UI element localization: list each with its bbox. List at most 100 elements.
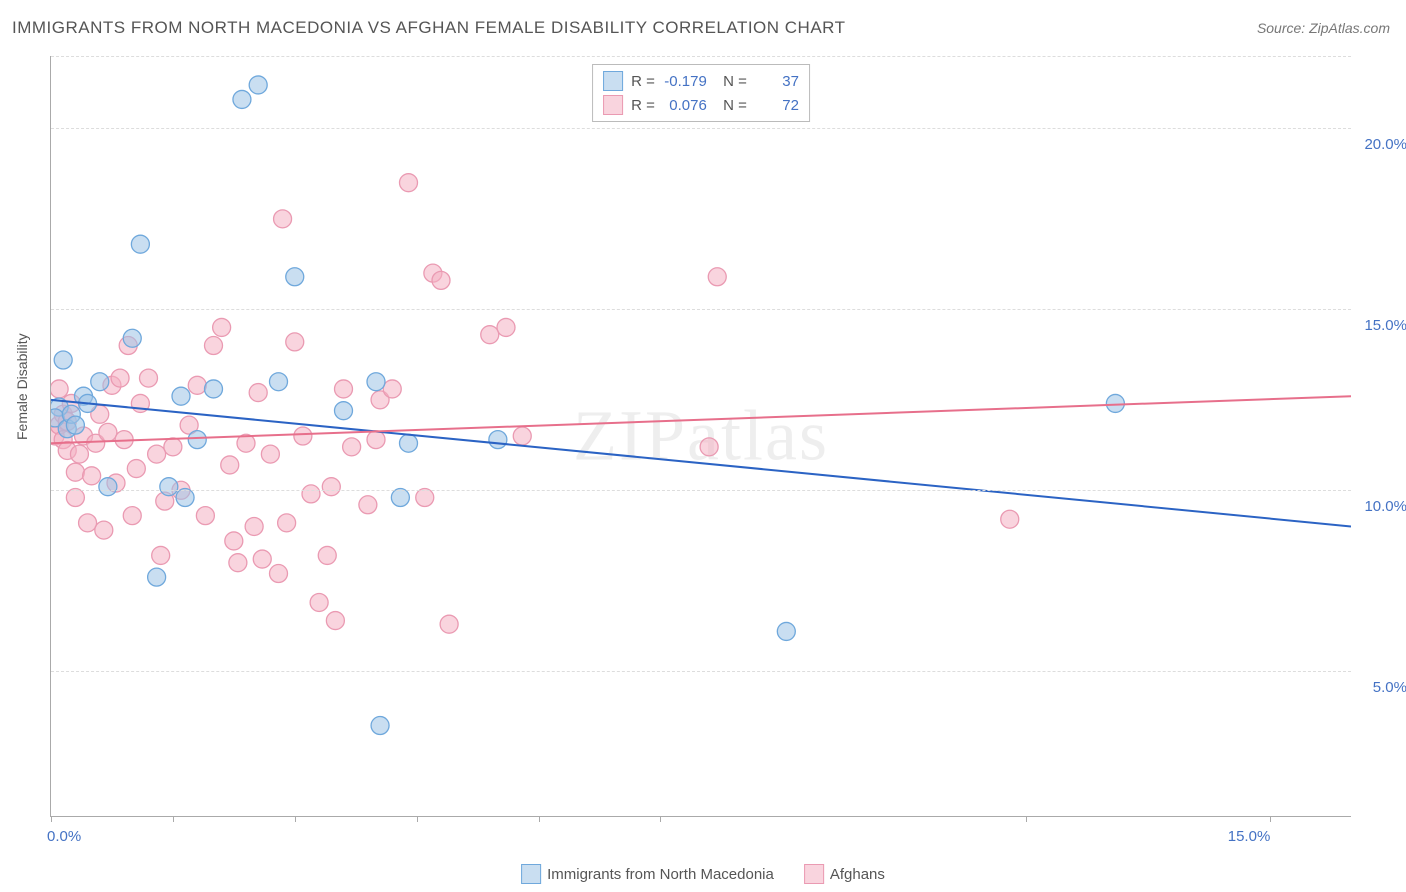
data-point: [164, 438, 182, 456]
data-point: [123, 507, 141, 525]
data-point: [115, 431, 133, 449]
data-point: [1106, 394, 1124, 412]
data-point: [54, 405, 72, 423]
legend-bottom-swatch-0: [521, 864, 541, 884]
data-point: [172, 387, 190, 405]
data-point: [286, 333, 304, 351]
data-point: [261, 445, 279, 463]
data-point: [127, 460, 145, 478]
data-point: [302, 485, 320, 503]
data-point: [54, 351, 72, 369]
x-tick-label: 15.0%: [1228, 828, 1271, 845]
data-point: [131, 394, 149, 412]
data-point: [51, 398, 68, 416]
data-point: [253, 550, 271, 568]
y-tick-label: 5.0%: [1373, 679, 1406, 696]
data-point: [140, 369, 158, 387]
data-point: [367, 431, 385, 449]
y-tick-label: 10.0%: [1364, 498, 1406, 515]
y-tick-label: 20.0%: [1364, 136, 1406, 153]
data-point: [95, 521, 113, 539]
legend-row-series-1: R = 0.076 N = 72: [603, 93, 799, 117]
data-point: [424, 264, 442, 282]
data-point: [83, 467, 101, 485]
data-point: [225, 532, 243, 550]
legend-r-label: R =: [631, 73, 655, 90]
data-point: [91, 373, 109, 391]
data-point: [245, 517, 263, 535]
legend-bottom-label-1: Afghans: [830, 866, 885, 883]
data-point: [294, 427, 312, 445]
data-point: [777, 622, 795, 640]
data-point: [51, 380, 68, 398]
data-point: [513, 427, 531, 445]
data-point: [481, 326, 499, 344]
legend-r-value-0: -0.179: [663, 73, 707, 90]
data-point: [99, 478, 117, 496]
data-point: [188, 376, 206, 394]
data-point: [58, 420, 76, 438]
legend-n-value-1: 72: [755, 97, 799, 114]
data-point: [205, 337, 223, 355]
data-point: [371, 717, 389, 735]
data-point: [221, 456, 239, 474]
data-point: [335, 402, 353, 420]
data-point: [1001, 510, 1019, 528]
data-point: [79, 514, 97, 532]
legend-bottom-label-0: Immigrants from North Macedonia: [547, 866, 774, 883]
data-point: [440, 615, 458, 633]
data-point: [335, 380, 353, 398]
data-point: [708, 268, 726, 286]
data-point: [497, 318, 515, 336]
data-point: [322, 478, 340, 496]
data-point: [131, 235, 149, 253]
legend-swatch-0: [603, 71, 623, 91]
legend-bottom-swatch-1: [804, 864, 824, 884]
data-point: [310, 593, 328, 611]
data-point: [66, 416, 84, 434]
y-axis-label: Female Disability: [14, 333, 30, 440]
data-point: [111, 369, 129, 387]
data-point: [274, 210, 292, 228]
plot-area: ZIPatlas R = -0.179 N = 37 R = 0.076 N =…: [50, 56, 1351, 817]
data-point: [99, 423, 117, 441]
watermark: ZIPatlas: [573, 395, 829, 478]
data-point: [359, 496, 377, 514]
data-point: [87, 434, 105, 452]
data-point: [249, 384, 267, 402]
series-legend: Immigrants from North Macedonia Afghans: [521, 864, 885, 884]
legend-item-0: Immigrants from North Macedonia: [521, 864, 774, 884]
data-point: [188, 431, 206, 449]
legend-row-series-0: R = -0.179 N = 37: [603, 69, 799, 93]
data-point: [75, 427, 93, 445]
data-point: [79, 394, 97, 412]
data-point: [75, 387, 93, 405]
data-point: [371, 391, 389, 409]
data-point: [62, 405, 80, 423]
data-point: [205, 380, 223, 398]
legend-item-1: Afghans: [804, 864, 885, 884]
data-point: [180, 416, 198, 434]
data-point: [66, 463, 84, 481]
data-point: [213, 318, 231, 336]
data-point: [367, 373, 385, 391]
scatter-svg: [51, 56, 1351, 816]
data-point: [119, 337, 137, 355]
data-point: [343, 438, 361, 456]
data-point: [58, 441, 76, 459]
data-point: [278, 514, 296, 532]
data-point: [237, 434, 255, 452]
data-point: [318, 546, 336, 564]
data-point: [270, 373, 288, 391]
data-point: [432, 271, 450, 289]
data-point: [123, 329, 141, 347]
data-point: [70, 445, 88, 463]
data-point: [148, 568, 166, 586]
legend-r-label: R =: [631, 97, 655, 114]
data-point: [286, 268, 304, 286]
data-point: [270, 565, 288, 583]
trend-line: [51, 400, 1351, 527]
data-point: [91, 405, 109, 423]
data-point: [400, 174, 418, 192]
chart-container: IMMIGRANTS FROM NORTH MACEDONIA VS AFGHA…: [0, 0, 1406, 892]
